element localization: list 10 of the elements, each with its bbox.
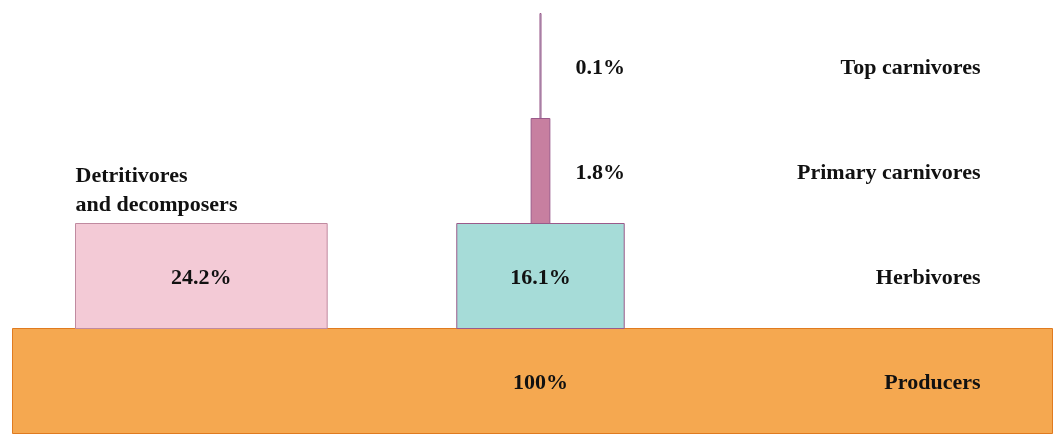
data-label: 16.1%: [510, 263, 571, 289]
category-label: Producers: [884, 368, 981, 394]
category-label: Top carnivores: [840, 53, 981, 79]
category-label: Primary carnivores: [797, 158, 981, 184]
data-label: 24.2%: [171, 263, 232, 289]
category-label: Detritivores and decomposers: [75, 161, 238, 216]
data-label: 0.1%: [575, 53, 625, 79]
data-label: 1.8%: [575, 158, 625, 184]
category-label: Herbivores: [875, 263, 981, 289]
data-label: 100%: [513, 368, 568, 394]
